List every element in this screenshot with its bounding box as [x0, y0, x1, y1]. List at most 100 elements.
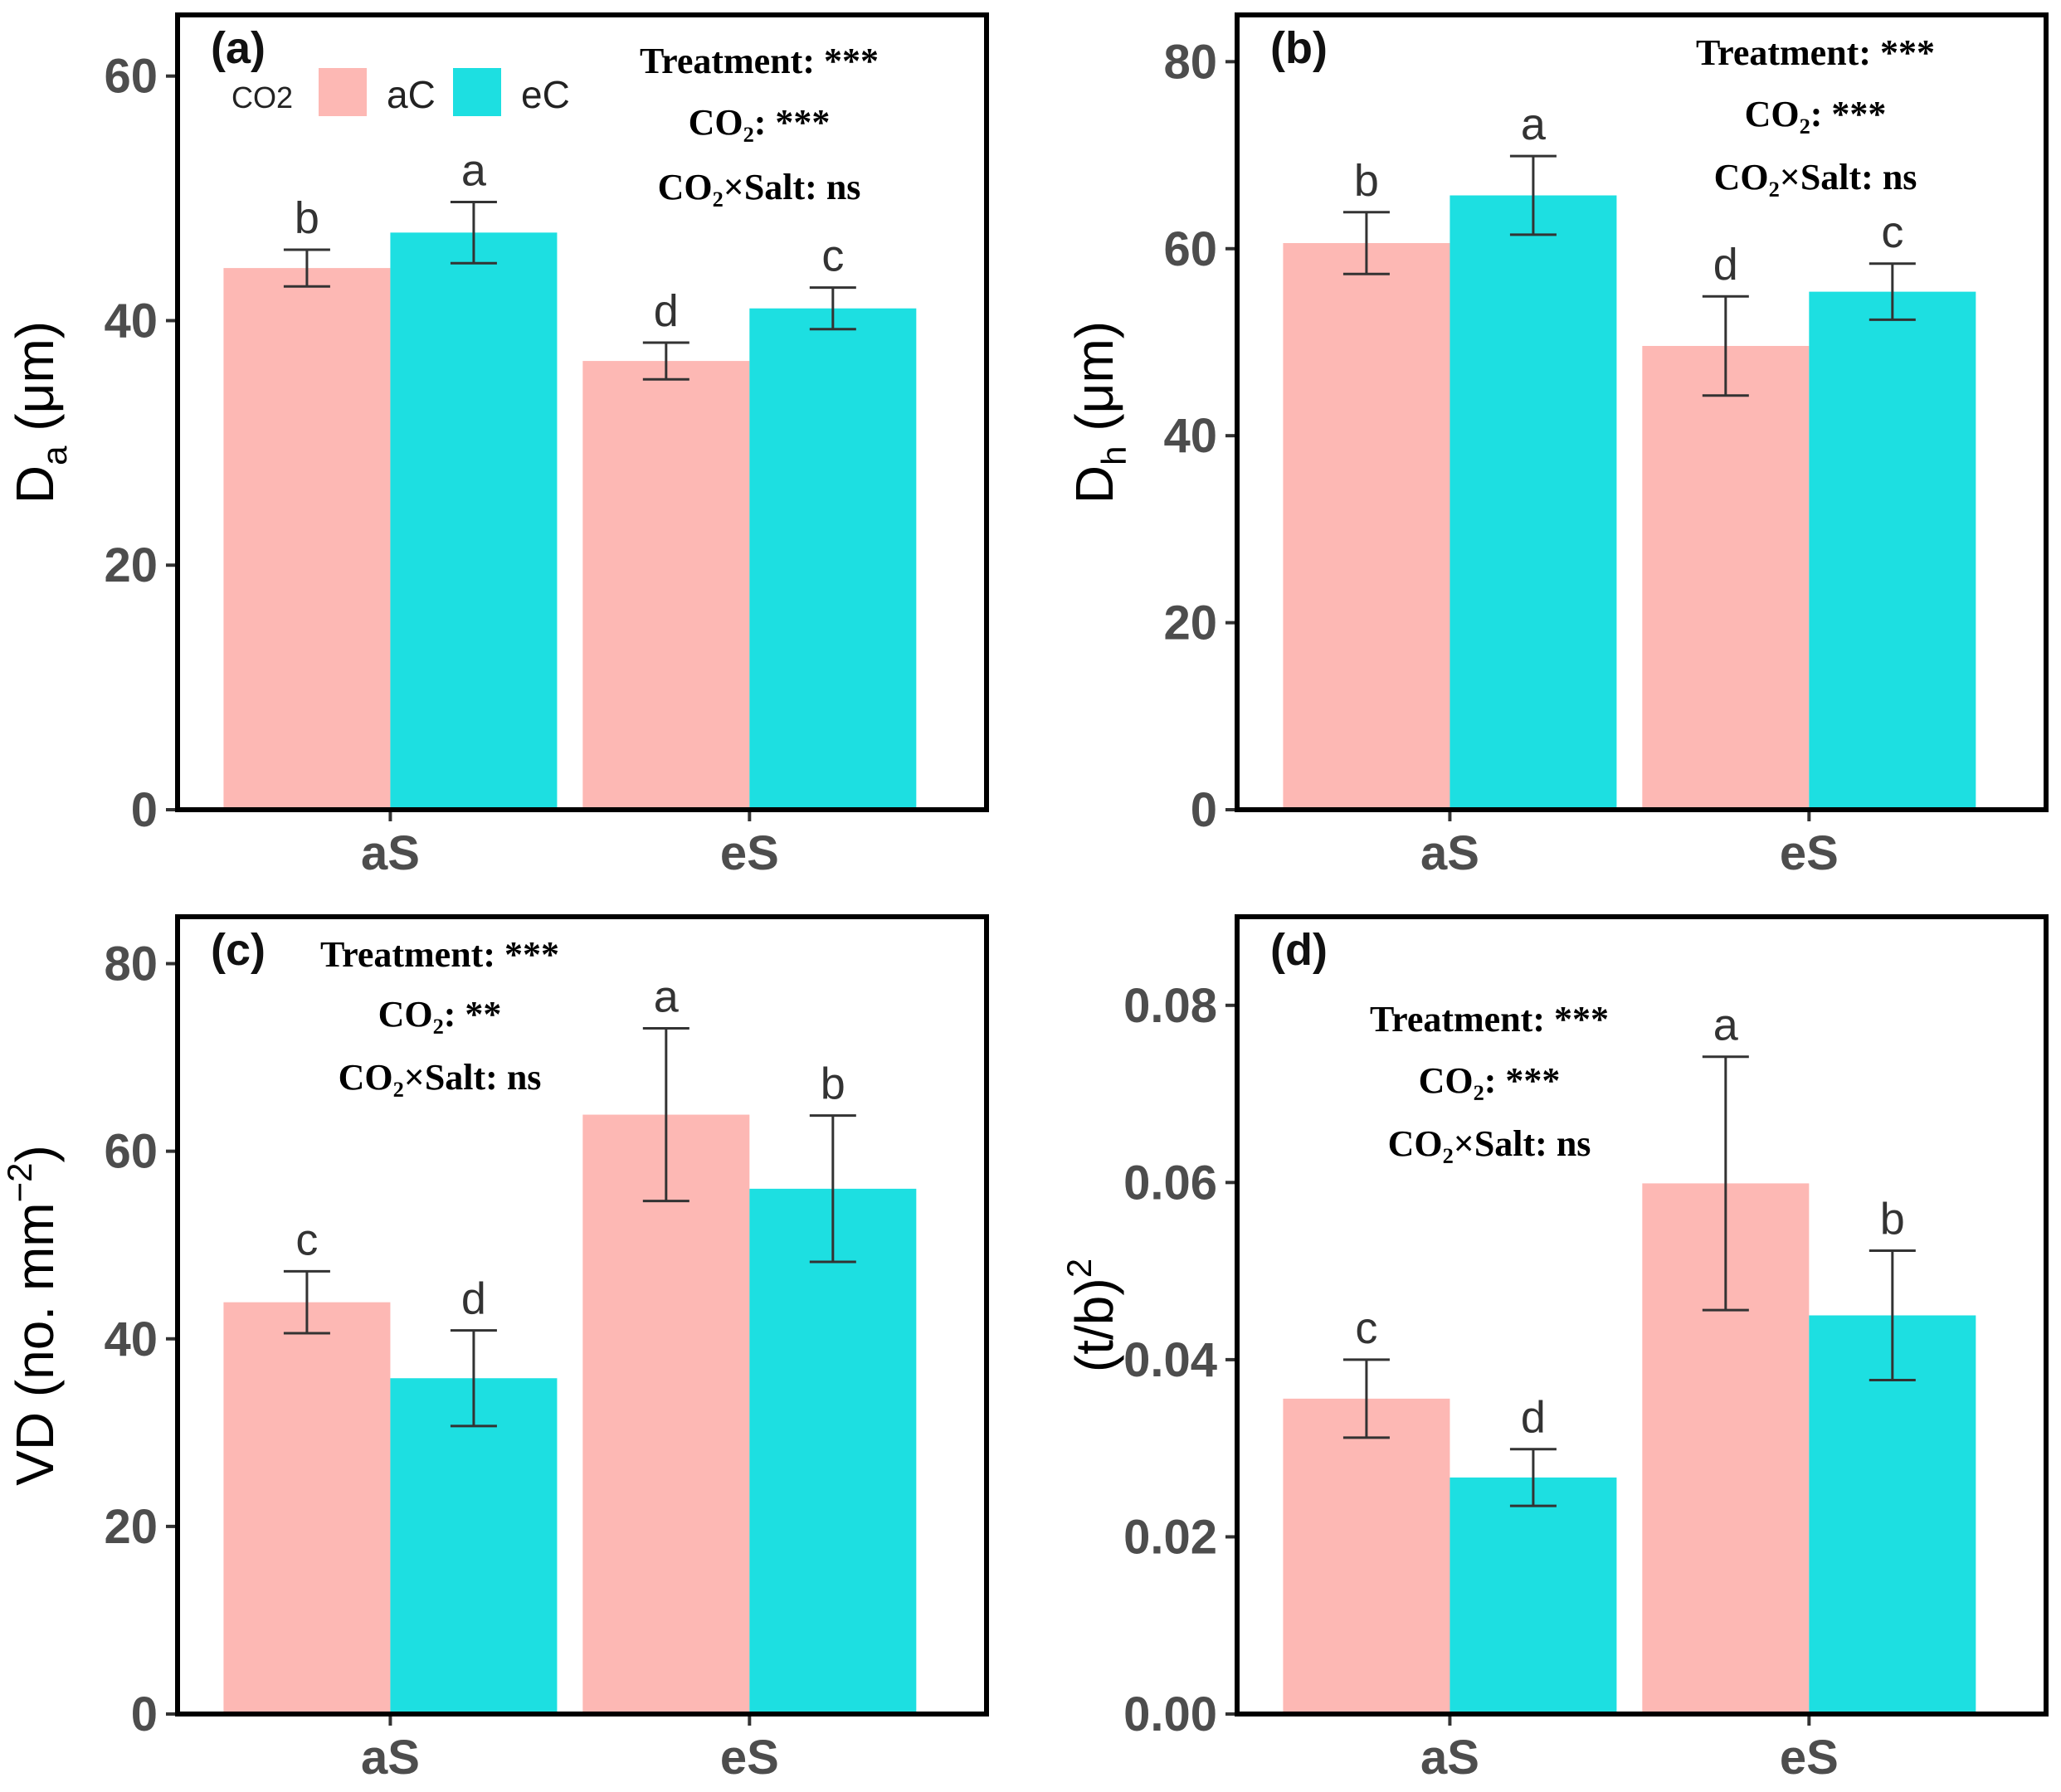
panel-2-label: (b)	[1270, 23, 1328, 73]
panel-3-ytick-label-4: 80	[104, 937, 158, 991]
panel-4-bar-eC-eS	[1809, 1315, 1976, 1714]
panel-2-errorbar-aC-eS	[1702, 295, 1749, 397]
panel-4-ytick-label-4: 0.08	[1123, 979, 1217, 1033]
panel-1-errorbar-aC-aS	[283, 248, 330, 288]
panel-1-xtick-label-aS: aS	[361, 826, 420, 880]
panel-2-bar-eC-eS	[1809, 291, 1976, 811]
panel-3-stats-line-2: CO₂: **	[378, 994, 502, 1035]
panel-3-bar-eC-eS	[749, 1188, 917, 1714]
panel-3-bar-eC-aS	[390, 1378, 558, 1714]
panel-2-bar-aC-eS	[1642, 345, 1810, 810]
panel-4-bar-eC-aS	[1450, 1477, 1617, 1714]
panel-3-ylabel-main: VD (no. mm	[5, 1202, 65, 1485]
panel-2-ytick-label-4: 80	[1163, 35, 1217, 89]
panel-1-errorbar-eC-eS	[809, 286, 856, 331]
panel-1-errorbar-eC-aS	[450, 200, 497, 265]
panel-3-frame	[175, 914, 989, 1717]
panel-2-errorbar-eC-eS	[1869, 262, 1916, 321]
panel-3-ylabel: VD (no. mm−2)	[0, 1145, 65, 1486]
panel-4-ylabel-main: (t/b)	[1065, 1278, 1124, 1372]
panel-4-label: (d)	[1270, 925, 1328, 975]
panel-1-sig-letter-eC-eS: c	[821, 231, 844, 281]
panel-4-xtick-label-aS: aS	[1420, 1731, 1479, 1785]
panel-3-ylabel-sup: −2	[0, 1163, 39, 1203]
panel-3-stats-line-1: Treatment: ***	[320, 934, 559, 975]
panel-4-group: c d aS a b eS 0.00 0.02 0.04 0.06 0.08 (d) Treatment…	[1060, 914, 2049, 1785]
panel-4-errorbar-eC-eS	[1869, 1249, 1916, 1381]
panel-2-sig-letter-aC-eS: d	[1713, 240, 1738, 290]
panel-2-xtick-label-aS: aS	[1420, 826, 1479, 880]
panel-2-sig-letter-eC-aS: a	[1521, 100, 1547, 149]
panel-3-ytick-label-0: 0	[131, 1687, 158, 1741]
panel-4-ylabel: (t/b)2	[1060, 1259, 1124, 1372]
panel-3-bar-aC-eS	[582, 1114, 750, 1714]
panel-1-bar-aC-aS	[223, 268, 391, 810]
legend-title: CO2	[231, 80, 293, 114]
panel-4-sig-letter-aC-eS: a	[1713, 1001, 1739, 1050]
panel-2-ytick-label-1: 20	[1163, 597, 1217, 650]
panel-1-stats-line-1: Treatment: ***	[640, 41, 879, 81]
panel-3-xtick-label-aS: aS	[361, 1731, 420, 1785]
panel-4-ytick-label-2: 0.04	[1123, 1333, 1217, 1387]
panel-1-bar-aC-eS	[582, 361, 750, 810]
panel-4-sig-letter-eC-eS: b	[1880, 1195, 1905, 1244]
panel-2-xtick-label-eS: eS	[1780, 826, 1839, 880]
panel-3-sig-letter-eC-eS: b	[821, 1059, 845, 1109]
panel-3-errorbar-eC-eS	[809, 1114, 856, 1264]
panel-4-stats-line-2: CO₂: ***	[1419, 1060, 1561, 1101]
panel-3-errorbar-eC-aS	[450, 1329, 497, 1428]
panel-1-ytick-label-0: 0	[131, 783, 158, 837]
panel-3-xtick-label-eS: eS	[720, 1731, 779, 1785]
panel-4-errorbar-aC-eS	[1702, 1055, 1749, 1312]
panel-2-ytick-label-0: 0	[1191, 783, 1217, 837]
panel-2-ylabel: Dh (μm)	[1065, 321, 1133, 504]
panel-3-errorbar-aC-aS	[283, 1269, 330, 1335]
legend-swatch-eC	[453, 68, 501, 116]
panel-2-ytick-label-3: 60	[1163, 222, 1217, 276]
panel-1-bar-eC-aS	[390, 232, 558, 810]
panel-1-group: b a aS d c eS 0 20 40 60 (a) Treatment: *** CO₂: ***…	[5, 12, 989, 880]
panel-1-ylabel: Da (μm)	[5, 321, 74, 504]
panel-1-xtick-label-eS: eS	[720, 826, 779, 880]
panel-4-errorbar-eC-aS	[1509, 1448, 1557, 1507]
panel-3-ytick-label-3: 60	[104, 1125, 158, 1179]
panel-2-bar-aC-aS	[1283, 243, 1450, 811]
panel-1-label: (a)	[211, 23, 266, 73]
panel-2-ylabel-rest: (μm)	[1065, 321, 1124, 446]
panel-1-stats-line-2: CO₂: ***	[689, 102, 831, 143]
panel-1-ytick-label-1: 20	[104, 538, 158, 592]
panel-4-ytick-label-1: 0.02	[1123, 1510, 1217, 1564]
panel-2-group: b a aS d c eS 0 20 40 60 80 (b) Treatment: *** CO₂: *…	[1065, 12, 2049, 880]
panel-1-sig-letter-aC-eS: d	[654, 286, 679, 336]
panel-1-bar-eC-eS	[749, 308, 917, 810]
panel-4-ytick-label-3: 0.06	[1123, 1156, 1217, 1210]
panel-2-ytick-label-2: 40	[1163, 409, 1217, 463]
panel-3-ylabel-rest: )	[5, 1145, 65, 1162]
panel-2-stats-line-3: CO₂×Salt: ns	[1714, 157, 1917, 197]
panel-3-bar-aC-aS	[223, 1302, 391, 1714]
panel-2-errorbar-aC-aS	[1342, 211, 1390, 275]
panel-1-ylabel-sub: a	[35, 446, 74, 465]
panel-4-stats-line-3: CO₂×Salt: ns	[1388, 1123, 1591, 1164]
panel-4-frame	[1235, 914, 2049, 1717]
panel-1-ylabel-rest: (μm)	[5, 321, 65, 446]
panel-2-ylabel-main: D	[1065, 465, 1124, 504]
panel-3-errorbar-aC-eS	[642, 1027, 689, 1203]
panel-4-stats-line-1: Treatment: ***	[1370, 999, 1609, 1040]
panel-3-sig-letter-aC-eS: a	[654, 972, 680, 1022]
panel-4-xtick-label-eS: eS	[1780, 1731, 1839, 1785]
panel-2-frame	[1235, 12, 2049, 812]
panel-4-ylabel-sup: 2	[1060, 1259, 1099, 1278]
panel-1-ytick-label-3: 60	[104, 50, 158, 104]
panel-3-ytick-label-1: 20	[104, 1500, 158, 1554]
panel-2-sig-letter-eC-eS: c	[1881, 207, 1903, 257]
legend-swatch-aC	[319, 68, 367, 116]
panel-4-sig-letter-aC-aS: c	[1355, 1303, 1377, 1353]
panel-3-sig-letter-aC-aS: c	[295, 1215, 318, 1264]
panel-2-errorbar-eC-aS	[1509, 154, 1557, 236]
panel-3-ytick-label-2: 40	[104, 1312, 158, 1366]
panel-3-sig-letter-eC-aS: d	[461, 1274, 486, 1324]
panel-1-ytick-label-2: 40	[104, 294, 158, 348]
legend-label-aC: aC	[387, 73, 436, 116]
